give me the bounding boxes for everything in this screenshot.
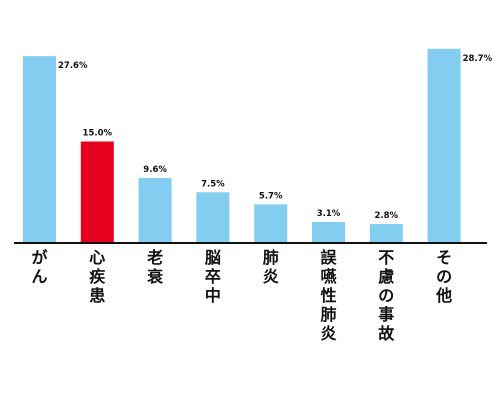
- category-label-6: 不慮の事故: [378, 248, 395, 343]
- category-labels-group: がん 心疾患 老衰 脳卒中 肺炎 誤嚥性肺炎 不慮の事故 その他: [31, 248, 452, 343]
- value-label-5: 3.1%: [317, 209, 341, 219]
- value-label-2: 9.6%: [143, 165, 167, 175]
- category-label-3: 脳卒中: [205, 248, 221, 305]
- bar-5: [312, 222, 345, 243]
- bar-0: [23, 56, 56, 244]
- value-label-1: 15.0%: [83, 129, 113, 139]
- category-label-7: その他: [435, 248, 452, 305]
- bar-2: [138, 178, 172, 243]
- bar-1: [80, 141, 114, 243]
- value-label-7: 28.7%: [463, 54, 493, 64]
- bar-3: [196, 192, 230, 244]
- category-label-2: 老衰: [146, 248, 164, 286]
- category-label-5: 誤嚥性肺炎: [320, 248, 337, 343]
- bars-group: [23, 48, 461, 244]
- bar-6: [369, 224, 403, 243]
- value-label-4: 5.7%: [259, 191, 283, 201]
- category-label-0: がん: [31, 248, 47, 286]
- value-labels-group: 27.6% 15.0% 9.6% 7.5% 5.7% 3.1% 2.8% 28.7%: [58, 54, 493, 221]
- category-label-4: 肺炎: [263, 248, 279, 286]
- bar-4: [254, 204, 288, 243]
- value-label-3: 7.5%: [201, 179, 225, 189]
- value-label-6: 2.8%: [375, 211, 399, 221]
- value-label-0: 27.6%: [58, 61, 88, 71]
- bar-7: [427, 48, 461, 243]
- category-label-1: 心疾患: [89, 248, 105, 305]
